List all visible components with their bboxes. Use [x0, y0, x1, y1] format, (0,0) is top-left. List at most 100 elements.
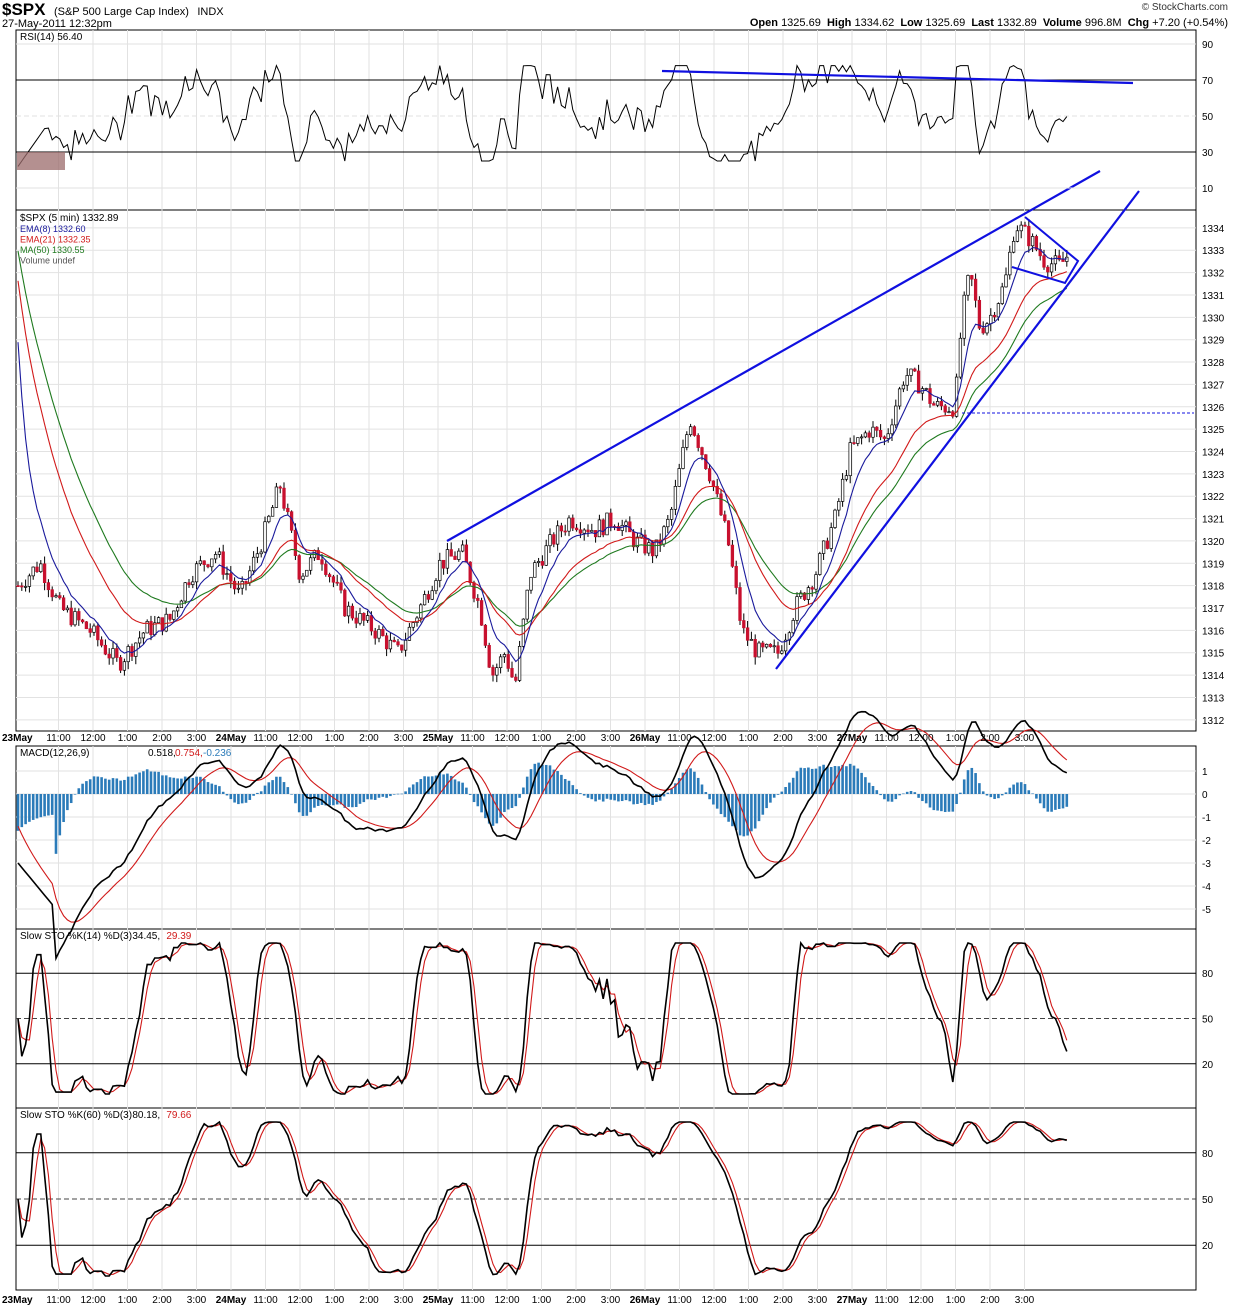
time-tick-label: 11:00: [253, 1295, 278, 1306]
macd-bar: [674, 783, 677, 794]
candle: [422, 594, 427, 606]
macd-bar: [651, 794, 654, 805]
exchange: INDX: [197, 6, 224, 18]
ema21-line: [17, 271, 1068, 636]
candle: [495, 667, 499, 676]
candle: [267, 515, 271, 523]
macd-bar: [757, 794, 761, 822]
macd-bar: [746, 794, 749, 836]
macd-bar: [267, 782, 271, 794]
candle: [115, 648, 119, 658]
macd-bar: [362, 794, 366, 803]
macd-bar: [871, 786, 875, 794]
macd-bar: [662, 794, 666, 797]
macd-bar: [332, 794, 335, 806]
price-candles: [16, 219, 1069, 683]
rsi-oversold-fill: [17, 152, 65, 170]
time-tick-label: 11:00: [460, 733, 485, 744]
candle: [107, 653, 111, 659]
macd-bar: [252, 794, 255, 796]
macd-bar: [738, 794, 742, 836]
candle: [574, 527, 579, 531]
macd-bar: [867, 782, 871, 794]
macd-bar: [248, 794, 252, 800]
candle: [506, 654, 510, 669]
candle: [609, 512, 613, 527]
candle: [536, 561, 541, 563]
candle: [1027, 225, 1031, 247]
macd-bar: [58, 794, 62, 836]
time-tick-label: 3:00: [187, 1295, 207, 1306]
candle: [742, 620, 746, 629]
macd-bar: [73, 793, 77, 795]
macd-bar: [381, 794, 385, 797]
candle: [757, 642, 761, 658]
macd-bar: [795, 771, 799, 794]
high-value: 1334.62: [854, 17, 895, 29]
sto60-k-value: 80.18,: [132, 1110, 160, 1121]
candle: [555, 525, 560, 545]
macd-bar: [20, 794, 24, 828]
time-tick-label: 3:00: [808, 733, 828, 744]
symbol: $SPX: [2, 0, 46, 19]
macd-bar: [943, 794, 947, 813]
macd-bar: [826, 767, 829, 794]
macd-bar: [681, 772, 685, 794]
candle: [274, 486, 279, 508]
macd-bar: [187, 776, 191, 794]
macd-bar: [419, 779, 423, 794]
candle: [487, 645, 491, 668]
candle: [848, 442, 852, 477]
rsi-tick-label: 30: [1202, 148, 1214, 159]
candle: [270, 507, 275, 517]
macd-bar: [807, 767, 810, 794]
candle: [730, 544, 735, 567]
macd-bar: [620, 794, 624, 802]
macd-bar: [465, 787, 468, 794]
candle: [707, 468, 712, 482]
macd-bar: [719, 794, 723, 815]
panel-frame-rsi: [15, 29, 1197, 211]
macd-bar: [335, 794, 339, 805]
candle: [738, 587, 742, 621]
macd-bar: [803, 768, 806, 794]
macd-bar: [145, 769, 149, 794]
macd-bar: [172, 777, 176, 794]
candle: [259, 551, 263, 555]
sto14-tick-label: 80: [1202, 969, 1214, 980]
price-tick-label: 1316: [1202, 626, 1225, 637]
macd-bar: [875, 790, 879, 794]
price-tick-label: 1327: [1202, 380, 1225, 391]
macd-bar: [959, 792, 962, 794]
candle: [753, 639, 757, 658]
time-tick-label: 12:00: [908, 733, 933, 744]
candle: [457, 550, 461, 560]
macd-bar: [837, 766, 841, 794]
candle: [525, 589, 529, 620]
time-tick-label: 2:00: [980, 1295, 1000, 1306]
macd-bar: [525, 776, 529, 794]
candle: [122, 661, 127, 671]
candle: [1019, 224, 1023, 232]
macd-bar: [461, 782, 464, 794]
macd-bar: [924, 794, 928, 804]
sto14-k-value: 34.45,: [132, 931, 160, 942]
macd-bar: [598, 794, 601, 800]
macd-bar: [776, 794, 780, 795]
macd-signal-line: [17, 722, 1068, 923]
price-tick-label: 1323: [1202, 470, 1225, 481]
macd-bar: [1004, 792, 1008, 794]
candle: [662, 526, 666, 545]
macd-bar: [358, 794, 362, 804]
candle: [221, 551, 225, 575]
candle: [39, 563, 43, 573]
candle: [540, 561, 545, 566]
sto60-tick-label: 20: [1202, 1241, 1214, 1252]
macd-bar: [1054, 794, 1057, 810]
time-tick-label: 25May: [423, 733, 454, 744]
macd-bar: [77, 788, 81, 794]
candle: [460, 544, 465, 552]
candle: [517, 646, 522, 681]
candle: [696, 435, 700, 448]
candle: [126, 646, 130, 663]
